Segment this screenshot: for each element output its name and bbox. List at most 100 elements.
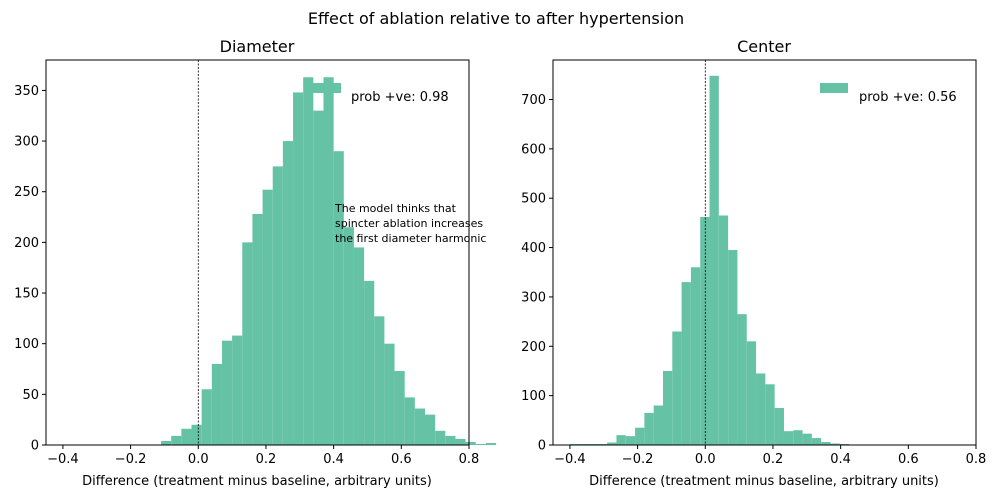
y-tick-label: 150 <box>14 287 39 302</box>
histogram-bar <box>181 428 192 445</box>
y-tick-label: 50 <box>22 388 39 403</box>
histogram-bar <box>232 335 243 445</box>
y-tick-label: 400 <box>521 241 546 256</box>
y-tick-label: 600 <box>521 142 546 157</box>
histogram-bar <box>485 442 497 445</box>
histogram-bar <box>303 77 314 445</box>
y-tick-label: 0 <box>538 439 546 454</box>
histogram-bar <box>746 341 757 445</box>
histogram-bar <box>252 214 263 445</box>
chart-title: Center <box>737 37 791 56</box>
histogram-bar <box>475 443 486 445</box>
annotation: The model thinks that spincter ablation … <box>334 202 486 245</box>
x-tick-label: 0.4 <box>323 452 344 467</box>
x-tick-label: 0.6 <box>898 452 919 467</box>
legend: prob +ve: 0.56 <box>820 83 957 105</box>
histogram-bar <box>625 436 636 445</box>
histogram-bar <box>718 215 729 445</box>
x-tick-label: 0.2 <box>763 452 784 467</box>
x-tick-label: 0.6 <box>391 452 412 467</box>
histogram-bar <box>262 189 273 445</box>
plot-area: −0.4 −0.2 0.0 0.2 0.4 0.6 0.8 0 100 200 300 400 500 6… <box>521 59 986 467</box>
histogram-bar <box>384 343 395 445</box>
histogram-bar <box>404 397 415 445</box>
histogram-bar <box>242 242 253 445</box>
histogram-bar <box>774 407 784 445</box>
axes-frame <box>552 59 977 446</box>
histogram-bar <box>394 371 405 445</box>
histogram-bar <box>616 435 626 445</box>
histogram-bar <box>700 216 710 445</box>
histogram-bar <box>681 282 691 445</box>
histogram-bar <box>414 408 426 445</box>
histogram-bar <box>672 331 682 445</box>
x-tick-label: −0.4 <box>554 452 586 467</box>
histogram-bar <box>455 438 466 445</box>
histogram-bar <box>830 443 840 445</box>
histogram-bar <box>690 267 701 445</box>
histogram-bar <box>802 433 812 445</box>
histogram-bar <box>323 77 334 445</box>
histogram-bar <box>644 412 654 445</box>
y-tick-label: 250 <box>14 185 39 200</box>
histogram-bar <box>465 441 476 445</box>
x-axis-label: Difference (treatment minus baseline, ar… <box>82 474 432 489</box>
histogram-bar <box>201 389 212 445</box>
histogram-bar <box>811 438 822 445</box>
histogram-bar <box>709 75 719 446</box>
y-tick-label: 300 <box>14 135 39 150</box>
y-tick-label: 200 <box>521 340 546 355</box>
histogram-bar <box>353 247 365 445</box>
axes-frame <box>45 59 470 446</box>
annotation-line: The model thinks that <box>334 202 457 215</box>
histogram-bar <box>272 166 283 445</box>
histogram-bar <box>821 442 831 445</box>
histogram-bar <box>445 435 456 445</box>
histogram-bar <box>662 370 673 445</box>
annotation-line: spincter ablation increases <box>335 217 483 230</box>
histogram-bar <box>435 430 446 445</box>
histogram-bar <box>343 227 354 445</box>
histogram-bar <box>607 442 617 445</box>
chart-center: Center Difference (treatment minus basel… <box>521 37 986 489</box>
histogram-bar <box>221 340 233 445</box>
histogram-bar <box>783 431 794 445</box>
x-tick-label: 0.0 <box>695 452 716 467</box>
y-tick-label: 350 <box>14 84 39 99</box>
histogram-bar <box>293 92 304 445</box>
histogram-bar <box>425 414 436 445</box>
y-tick-label: 100 <box>521 389 546 404</box>
y-tick-label: 300 <box>521 290 546 305</box>
legend-label: prob +ve: 0.56 <box>859 90 957 105</box>
histogram-bar <box>313 110 324 445</box>
histogram-bar <box>374 316 385 445</box>
histogram-bar <box>364 280 375 445</box>
x-tick-label: −0.4 <box>47 452 79 467</box>
legend-swatch <box>313 83 341 93</box>
histogram-bar <box>728 250 738 445</box>
x-tick-label: −0.2 <box>622 452 654 467</box>
histogram-bar <box>756 373 766 445</box>
y-tick-label: 200 <box>14 236 39 251</box>
plot-area: −0.4 −0.2 0.0 0.2 0.4 0.6 0.8 0 50 100 150 200 250 30… <box>14 59 497 467</box>
histogram-bar <box>765 384 775 445</box>
annotation-line: the first diameter harmonic <box>335 232 486 245</box>
legend-swatch <box>820 83 848 93</box>
x-tick-label: 0.4 <box>830 452 851 467</box>
legend-label: prob +ve: 0.98 <box>351 90 449 105</box>
y-tick-label: 500 <box>521 192 546 207</box>
histogram-bar <box>635 427 645 445</box>
histogram-bar <box>211 363 222 445</box>
histogram-bar <box>653 405 663 445</box>
chart-diameter: Diameter Difference (treatment minus bas… <box>14 37 497 489</box>
x-tick-label: 0.8 <box>459 452 480 467</box>
x-tick-label: 0.0 <box>188 452 209 467</box>
x-axis-label: Difference (treatment minus baseline, ar… <box>589 474 939 489</box>
chart-title: Diameter <box>220 37 295 56</box>
x-tick-label: −0.2 <box>115 452 147 467</box>
legend: prob +ve: 0.98 <box>313 83 449 105</box>
histogram-bar <box>282 141 294 446</box>
y-tick-label: 0 <box>31 439 39 454</box>
histogram-bar <box>191 424 202 445</box>
